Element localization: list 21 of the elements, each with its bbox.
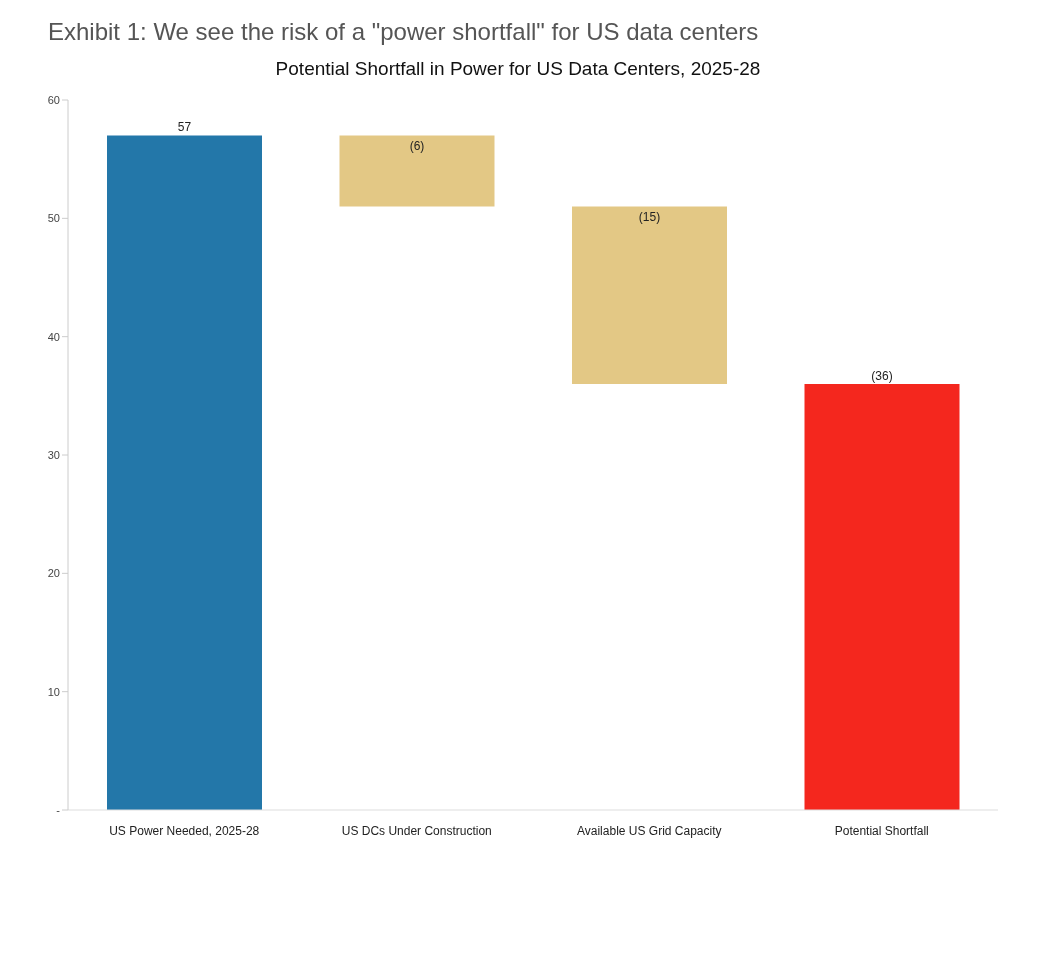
data-label: 57: [177, 119, 192, 134]
y-tick-label: 50: [47, 212, 60, 225]
x-tick-label: US DCs Under Construction: [341, 823, 492, 838]
data-label: (36): [871, 369, 893, 383]
y-tick-label: 60: [47, 93, 60, 106]
y-tick-label: 20: [47, 567, 60, 580]
x-tick-label: Available US Grid Capacity: [576, 823, 722, 838]
data-label: (6): [409, 138, 425, 153]
y-tick-label: -: [56, 803, 61, 816]
bar: [107, 135, 262, 810]
data-label: (15): [638, 209, 661, 224]
chart-subtitle: Potential Shortfall in Power for US Data Centers, 2025-28: [274, 58, 762, 80]
y-tick-label: 40: [47, 330, 60, 343]
x-tick-label: US Power Needed, 2025-28: [109, 823, 260, 838]
x-tick-label: Potential Shortfall: [834, 823, 929, 838]
y-tick-label: 10: [47, 685, 60, 698]
bar: [339, 135, 495, 207]
y-tick-label: 30: [47, 448, 60, 461]
chart-title: Exhibit 1: We see the risk of a "power shortfall" for US data centers: [48, 18, 760, 46]
bar: [572, 206, 727, 384]
bar: [804, 384, 960, 810]
